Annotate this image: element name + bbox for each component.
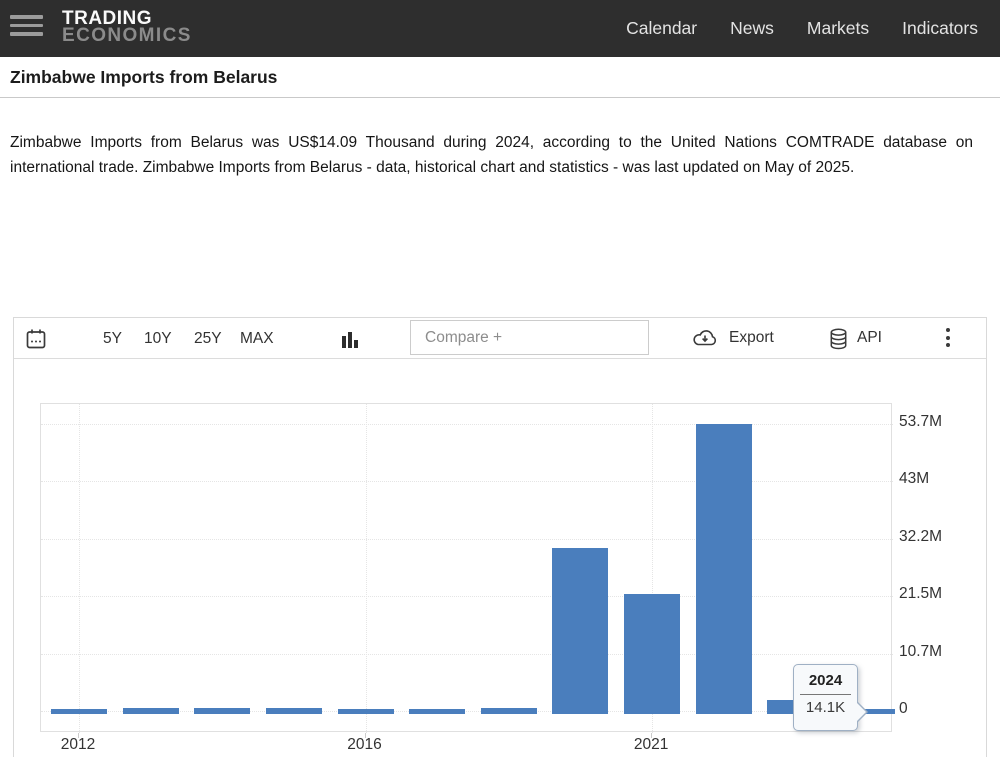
top-header: TRADING ECONOMICS Calendar News Markets Ind… (0, 0, 1000, 57)
y-gridline (41, 538, 893, 540)
tooltip-divider (800, 694, 851, 695)
title-section: Zimbabwe Imports from Belarus (0, 57, 1000, 98)
bar-2017[interactable] (409, 709, 466, 714)
description-text: Zimbabwe Imports from Belarus was US$14.… (10, 133, 973, 176)
logo-line2: ECONOMICS (62, 25, 192, 46)
range-button-10y[interactable]: 10Y (144, 330, 172, 347)
main-nav: Calendar News Markets Indicators (626, 0, 978, 57)
tooltip-year: 2024 (808, 672, 843, 689)
range-button-25y[interactable]: 25Y (194, 330, 222, 347)
export-button[interactable]: Export (729, 329, 774, 346)
y-gridline (41, 653, 893, 655)
y-axis-label-21.5M: 21.5M (899, 585, 943, 603)
y-axis-label-32.2M: 32.2M (899, 527, 943, 545)
x-axis-tick (651, 733, 653, 738)
hamburger-menu-icon[interactable] (10, 15, 44, 41)
x-axis-tick (364, 733, 366, 738)
bar-2018[interactable] (480, 707, 537, 714)
y-axis-label-0: 0 (899, 700, 908, 717)
bar-2020[interactable] (552, 548, 609, 714)
logo-line1: TRADING (62, 8, 153, 29)
x-axis-label-2012: 2012 (60, 736, 96, 753)
y-gridline (41, 481, 893, 483)
toolbar-divider (14, 358, 986, 359)
nav-item-markets[interactable]: Markets (806, 18, 870, 38)
range-button-max[interactable]: MAX (240, 330, 274, 347)
bar-2012[interactable] (51, 708, 107, 714)
x-gridline (365, 404, 367, 733)
y-gridline (41, 424, 893, 426)
tooltip-value: 14.1K (805, 699, 846, 716)
chart-tooltip: 2024 14.1K (793, 664, 868, 731)
api-button[interactable]: API (857, 329, 882, 346)
x-gridline (79, 404, 80, 733)
database-icon[interactable] (829, 328, 848, 350)
nav-item-calendar[interactable]: Calendar (626, 18, 698, 38)
y-gridline (41, 711, 893, 712)
bar-2015[interactable] (265, 708, 322, 714)
chart-plot-area[interactable] (40, 403, 896, 733)
compare-input[interactable] (410, 320, 649, 355)
bar-2022[interactable] (695, 424, 752, 714)
x-axis-tick (78, 733, 79, 738)
bar-2021[interactable] (624, 593, 681, 714)
y-axis-label-53.7M: 53.7M (899, 413, 943, 431)
trading-economics-logo[interactable]: TRADING ECONOMICS (62, 9, 192, 45)
bar-2016[interactable] (337, 708, 394, 714)
bar-chart-icon[interactable] (341, 329, 359, 349)
x-gridline (652, 404, 654, 733)
calendar-icon[interactable] (24, 327, 48, 351)
bar-2014[interactable] (194, 708, 251, 714)
page-title: Zimbabwe Imports from Belarus (10, 66, 278, 87)
y-axis-label-43M: 43M (899, 470, 930, 488)
cloud-download-icon[interactable] (691, 328, 719, 349)
nav-item-indicators[interactable]: Indicators (902, 18, 978, 38)
range-button-5y[interactable]: 5Y (103, 330, 122, 347)
x-axis-label-2021: 2021 (633, 736, 669, 753)
kebab-menu-icon[interactable] (944, 328, 952, 351)
y-gridline (41, 596, 893, 598)
bar-2013[interactable] (122, 708, 179, 714)
x-axis-label-2016: 2016 (347, 736, 382, 753)
y-axis-label-10.7M: 10.7M (899, 642, 943, 660)
nav-item-news[interactable]: News (730, 18, 774, 38)
